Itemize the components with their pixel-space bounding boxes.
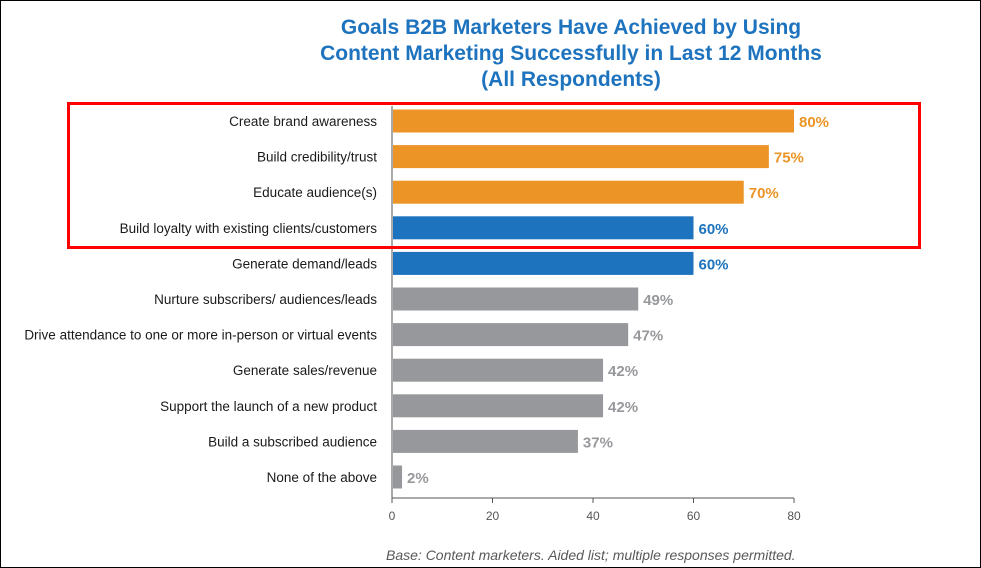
bar <box>393 145 769 169</box>
bar <box>393 394 604 418</box>
x-tick-label: 20 <box>486 509 500 523</box>
category-label: None of the above <box>267 470 377 485</box>
value-label: 80% <box>799 114 829 131</box>
title-line-1: Goals B2B Marketers Have Achieved by Usi… <box>340 16 802 39</box>
bar <box>393 287 639 311</box>
category-label: Create brand awareness <box>229 114 377 129</box>
bar <box>393 358 604 382</box>
value-label: 42% <box>608 363 638 380</box>
value-label: 42% <box>608 399 638 416</box>
bar <box>393 429 578 453</box>
value-label: 47% <box>633 328 663 345</box>
category-label: Generate sales/revenue <box>233 363 377 378</box>
chart-title: Goals B2B Marketers Have Achieved by Usi… <box>251 15 891 93</box>
bar <box>393 323 629 347</box>
x-tick-label: 0 <box>389 509 396 523</box>
value-label: 49% <box>643 292 673 309</box>
category-label: Drive attendance to one or more in-perso… <box>24 328 377 343</box>
title-line-2: Content Marketing Successfully in Last 1… <box>320 42 822 65</box>
title-line-3: (All Respondents) <box>481 68 661 91</box>
x-tick-label: 60 <box>687 509 701 523</box>
bar <box>393 251 694 275</box>
value-label: 60% <box>699 221 729 238</box>
category-label: Educate audience(s) <box>253 185 377 200</box>
bar <box>393 216 694 240</box>
bar <box>393 109 794 133</box>
category-label: Build credibility/trust <box>257 150 377 165</box>
value-label: 37% <box>583 434 613 451</box>
value-label: 70% <box>749 185 779 202</box>
category-label: Support the launch of a new product <box>160 399 377 414</box>
value-label: 75% <box>774 150 804 167</box>
bar <box>393 180 744 204</box>
x-tick-label: 40 <box>586 509 600 523</box>
category-label: Build a subscribed audience <box>208 434 377 449</box>
value-label: 2% <box>407 470 429 487</box>
bar <box>393 465 403 489</box>
category-label: Build loyalty with existing clients/cust… <box>120 221 378 236</box>
footnote: Base: Content marketers. Aided list; mul… <box>386 547 796 563</box>
category-label: Generate demand/leads <box>232 256 377 271</box>
x-tick-label: 80 <box>787 509 801 523</box>
category-label: Nurture subscribers/ audiences/leads <box>154 292 377 307</box>
value-label: 60% <box>699 256 729 273</box>
